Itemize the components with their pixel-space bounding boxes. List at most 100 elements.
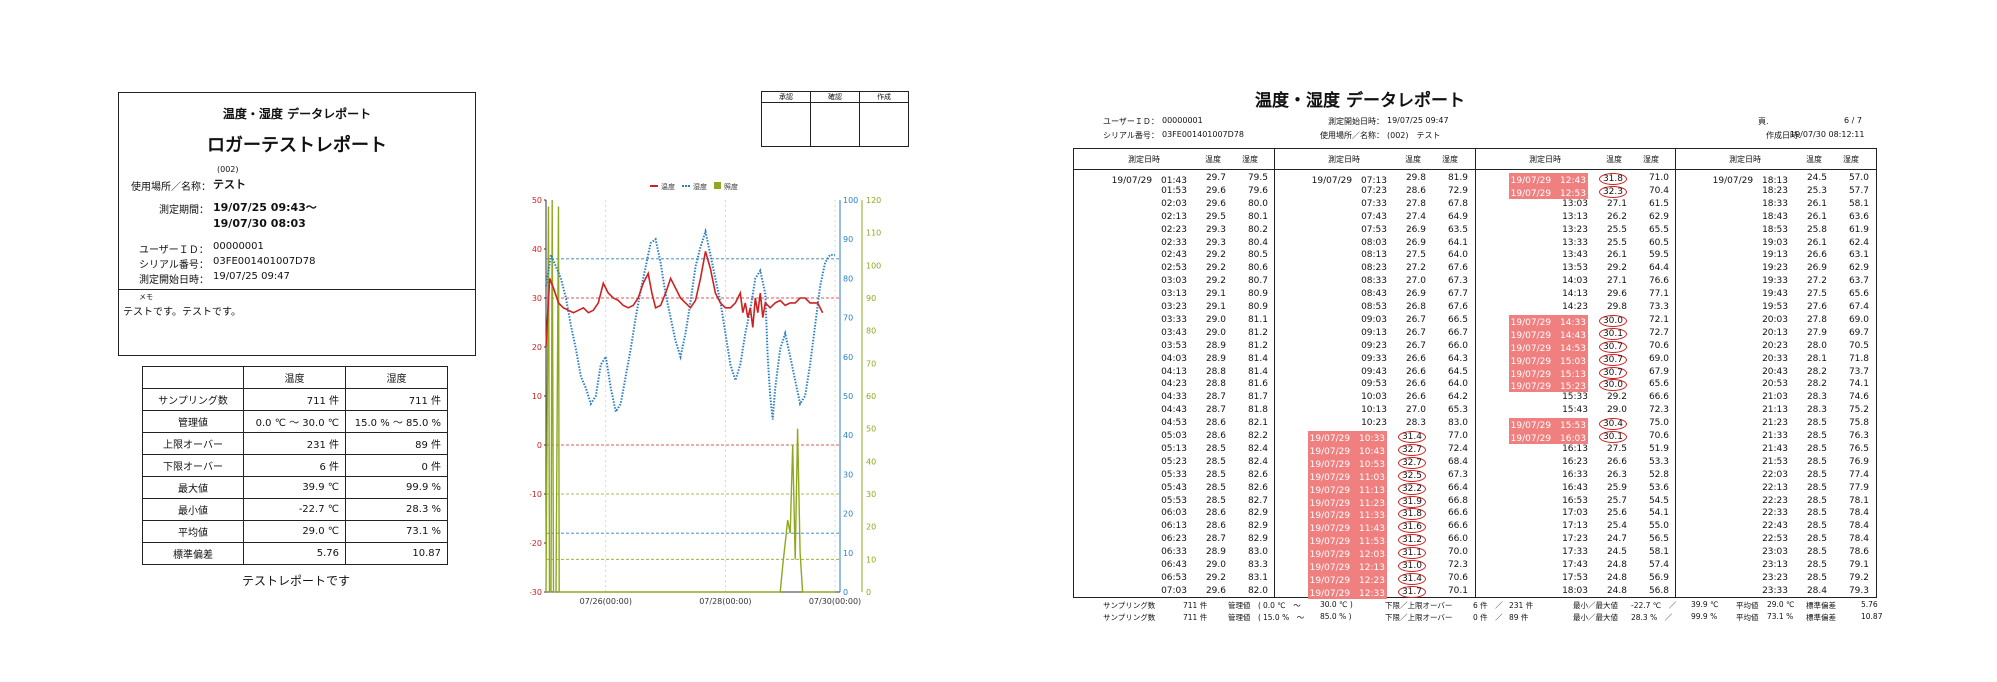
row-datetime: 18:43 [1762,211,1788,222]
approval-stamp-area [761,102,811,147]
x-tick-label: 07/28(00:00) [699,597,751,606]
row-datetime: 19/07/29 16:03 [1508,431,1588,444]
row-datetime: 08:33 [1361,276,1387,287]
row-temperature: 27.0 [1405,405,1426,416]
row-humidity: 81.4 [1247,353,1268,364]
y-mid-tick-label: 10 [843,549,853,558]
row-humidity: 82.4 [1247,443,1268,454]
row-datetime: 19/07/29 14:33 [1508,314,1588,328]
row-temperature: 29.2 [1205,276,1226,287]
y-right-tick-label: 80 [866,327,876,336]
footer-cell: 最小／最大値 [1573,601,1618,610]
summary-row: 管理値 0.0 ℃ ～ 30.0 ℃ 15.0 % ～ 85.0 % [142,410,448,433]
row-humidity: 64.5 [1447,366,1468,377]
row-temperature: 28.5 [1806,495,1827,506]
row-datetime: 19/07/29 15:53 [1508,418,1588,432]
footer-cell: 89 件 [1509,613,1529,622]
row-temperature: 26.1 [1806,211,1827,222]
row-datetime: 19/07/29 07:13 [1311,176,1387,186]
row-datetime: 03:53 [1161,340,1187,351]
data-column-separator [1675,149,1676,597]
summary-temp-value: 231 件 [243,432,346,455]
row-datetime: 07:23 [1361,185,1387,196]
row-temperature: 26.3 [1606,469,1627,480]
row-temperature: 29.8 [1405,173,1426,183]
column-header-datetime: 測定日時 [1128,155,1160,164]
row-humidity: 81.2 [1247,327,1268,338]
dr-user-id: 00000001 [1162,116,1203,125]
row-datetime: 05:53 [1161,495,1187,506]
row-humidity: 67.3 [1447,469,1468,480]
row-datetime: 21:03 [1762,392,1788,403]
row-datetime: 16:33 [1562,469,1588,480]
humidity-series-line [545,227,835,420]
row-datetime: 23:33 [1762,585,1788,596]
memo-divider [119,289,475,290]
row-temperature: 26.7 [1405,314,1426,325]
row-humidity: 66.7 [1447,327,1468,338]
row-datetime: 03:33 [1161,314,1187,325]
row-humidity: 67.9 [1648,366,1669,377]
row-datetime: 20:23 [1762,340,1788,351]
row-datetime: 02:03 [1161,198,1187,209]
serial-number: 03FE001401007D78 [213,256,316,267]
y-left-tick-label: 10 [532,392,542,401]
row-humidity: 62.9 [1648,211,1669,222]
report-footer-note: テストレポートです [241,574,350,588]
row-humidity: 60.5 [1648,237,1669,248]
row-datetime: 17:33 [1562,547,1588,558]
summary-row: 標準偏差 5.76 10.87 [142,542,448,565]
row-humidity: 81.2 [1247,340,1268,351]
row-temperature: 28.0 [1806,340,1827,351]
row-datetime: 19:53 [1762,302,1788,312]
y-right-tick-label: 90 [866,294,876,303]
y-mid-tick-label: 30 [843,470,853,479]
row-humidity: 66.8 [1447,495,1468,506]
row-temperature: 31.7 [1397,585,1426,598]
column-header-temperature: 温度 [1606,155,1622,164]
report-header-title: 温度・湿度 データレポート [222,107,372,121]
row-datetime: 13:43 [1562,250,1588,261]
row-temperature: 32.7 [1397,456,1426,469]
row-datetime: 21:23 [1762,418,1788,429]
row-humidity: 70.6 [1648,340,1669,351]
summary-row-label: 管理値 [142,410,244,433]
dr-created: 19/07/30 08:12:11 [1790,130,1865,139]
row-humidity: 77.4 [1848,469,1869,480]
dr-start: 19/07/25 09:47 [1387,116,1449,125]
row-humidity: 77.9 [1848,482,1869,493]
row-humidity: 64.9 [1447,211,1468,222]
row-temperature: 29.3 [1205,224,1226,235]
row-datetime: 19/07/29 12:13 [1307,560,1387,573]
report-main-title: ロガーテストレポート [207,135,387,156]
y-right-tick-label: 100 [866,261,881,270]
row-temperature: 28.6 [1205,418,1226,429]
row-temperature: 28.5 [1806,508,1827,519]
row-humidity: 66.5 [1447,314,1468,325]
row-temperature: 29.2 [1205,572,1226,583]
y-left-tick-label: -30 [530,588,542,597]
data-report-title: 温度・湿度 データレポート [1255,91,1465,111]
summary-hum-value: 89 件 [345,432,448,455]
row-temperature: 28.3 [1806,392,1827,403]
column-header-temperature: 温度 [1806,155,1822,164]
row-humidity: 74.1 [1848,379,1869,390]
row-humidity: 83.3 [1247,560,1268,570]
row-humidity: 62.4 [1848,237,1869,248]
row-temperature: 28.5 [1806,560,1827,570]
row-datetime: 06:03 [1161,508,1187,519]
approval-stamp-boxes: 承認 確認 作成 [761,91,909,147]
row-temperature: 25.9 [1606,482,1627,493]
row-datetime: 13:13 [1562,211,1588,222]
row-datetime: 03:43 [1161,327,1187,338]
row-temperature: 29.0 [1205,560,1226,570]
row-datetime: 19/07/29 15:23 [1508,379,1588,393]
row-temperature: 25.3 [1806,185,1827,196]
column-header-humidity: 湿度 [1242,155,1258,164]
column-header-humidity: 湿度 [1442,155,1458,164]
row-humidity: 82.6 [1247,482,1268,493]
summary-temp-value: 29.0 ℃ [243,520,346,543]
row-humidity: 64.4 [1648,263,1669,274]
row-humidity: 80.5 [1247,250,1268,261]
y-right-tick-label: 70 [866,359,876,368]
